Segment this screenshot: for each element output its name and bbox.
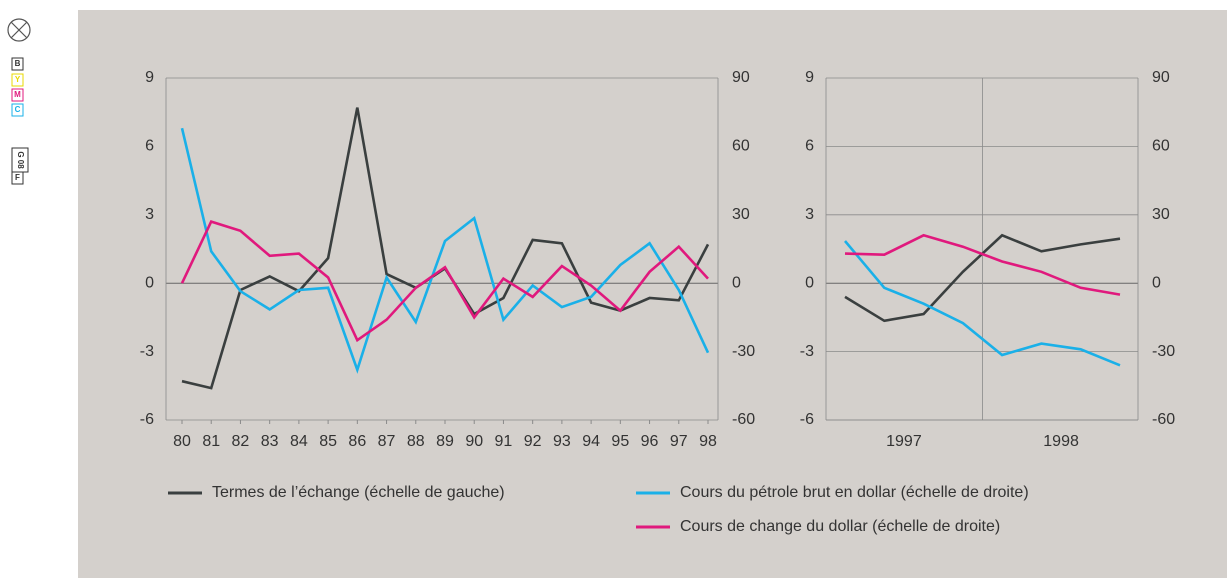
x-tick-label: 81 [202,433,220,450]
x-tick-label: 83 [261,433,279,450]
x-tick-label: 84 [290,433,308,450]
y-tick-label: 3 [805,206,814,223]
y-tick-label: 9 [805,69,814,86]
y-tick-label: 6 [145,138,154,155]
y2-tick-label: 30 [732,206,750,223]
background [78,10,1227,578]
y-tick-label: 0 [805,274,814,291]
print-mark-box [11,171,24,185]
print-mark-label: F [15,173,20,182]
y2-tick-label: -60 [1152,411,1175,428]
y-tick-label: -6 [800,411,814,428]
series-line [180,127,710,374]
print-mark-label: B [15,59,21,68]
x-tick-label: 88 [407,433,425,450]
y2-tick-label: 60 [732,138,750,155]
print-mark-box [11,57,24,71]
x-tick-label: 86 [348,433,366,450]
y2-tick-label: 0 [1152,274,1161,291]
series-line [180,220,709,343]
x-tick-label: 91 [495,433,513,450]
print-mark-label: G 08 [16,151,25,169]
y-tick-label: 3 [145,206,154,223]
registration-mark [7,18,31,42]
y-tick-label: -3 [140,343,154,360]
x-tick-label: 93 [553,433,571,450]
print-mark-label: Y [15,75,21,84]
x-tick-label: 92 [524,433,542,450]
print-mark-box [11,73,24,87]
x-tick-label: 89 [436,433,454,450]
y2-tick-label: -30 [1152,343,1175,360]
x-tick-label: 94 [582,433,600,450]
y2-tick-label: -30 [732,343,755,360]
x-tick-label: 85 [319,433,337,450]
y-tick-label: 6 [805,138,814,155]
x-group-label: 1998 [1043,433,1079,450]
x-tick-label: 96 [641,433,659,450]
y2-tick-label: -60 [732,411,755,428]
y-tick-label: -3 [800,343,814,360]
x-tick-label: 90 [465,433,483,450]
print-mark-label: M [14,90,21,99]
x-tick-label: 95 [611,433,629,450]
y2-tick-label: 30 [1152,206,1170,223]
x-tick-label: 87 [378,433,396,450]
y2-tick-label: 0 [732,274,741,291]
y2-tick-label: 90 [732,69,750,86]
print-mark-box [11,88,24,102]
legend-label: Termes de l’échange (échelle de gauche) [212,484,505,501]
print-mark-box [11,103,24,117]
series-line [844,233,1121,296]
series-line [844,240,1121,367]
x-tick-label: 97 [670,433,688,450]
y2-tick-label: 60 [1152,138,1170,155]
x-tick-label: 80 [173,433,191,450]
y-tick-label: 0 [145,274,154,291]
y-tick-label: -6 [140,411,154,428]
x-tick-label: 82 [232,433,250,450]
y-tick-label: 9 [145,69,154,86]
print-mark-label: C [15,105,21,114]
x-tick-label: 98 [699,433,717,450]
legend-label: Cours du pétrole brut en dollar (échelle… [680,484,1029,501]
y2-tick-label: 90 [1152,69,1170,86]
x-group-label: 1997 [886,433,922,450]
legend-label: Cours de change du dollar (échelle de dr… [680,518,1000,535]
